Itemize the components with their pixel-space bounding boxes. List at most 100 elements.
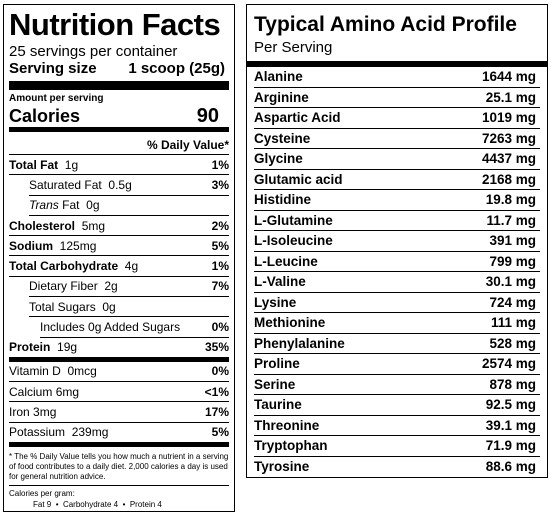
nutrient-row-dietary-fiber: Dietary Fiber 2g 7%: [29, 277, 229, 298]
nutrient-amount: 2g: [104, 279, 118, 294]
amino-acid-value: 25.1 mg: [485, 89, 536, 105]
cal-protein: Protein 4: [129, 499, 162, 509]
amino-acid-name: L-Valine: [254, 274, 306, 290]
nutrient-name: Sodium: [9, 238, 53, 253]
amino-acid-value: 92.5 mg: [485, 397, 536, 413]
amino-acid-value: 88.6 mg: [485, 459, 536, 475]
amino-acid-name: Phenylalanine: [254, 335, 345, 351]
amino-acid-value: 11.7 mg: [486, 212, 536, 228]
amino-acid-row: Tryptophan 71.9 mg: [254, 436, 540, 457]
amino-acid-name: Taurine: [254, 397, 302, 413]
nutrient-amount: Fat 0g: [62, 198, 100, 213]
nutrient-name: Vitamin D: [9, 364, 61, 379]
nutrient-name: Calcium: [9, 384, 53, 399]
nutrition-facts-panel: Nutrition Facts 25 servings per containe…: [3, 4, 235, 512]
amino-acid-value: 71.9 mg: [485, 438, 536, 454]
divider-medium: [9, 127, 229, 132]
nutrient-name: Total Sugars: [29, 299, 96, 314]
nutrition-title: Nutrition Facts: [9, 7, 221, 42]
amino-acid-name: Cysteine: [254, 130, 311, 146]
amino-acid-list: Alanine 1644 mg Arginine 25.1 mg Aspartic Ac…: [254, 67, 540, 477]
amino-acid-name: Arginine: [254, 89, 309, 105]
divider-thick: [247, 61, 547, 67]
nutrient-amount: 5mg: [81, 218, 106, 233]
nutrient-row-potassium: Potassium 239mg 5%: [9, 423, 229, 447]
nutrient-row-saturated-fat: Saturated Fat 0.5g 3%: [29, 175, 229, 196]
nutrient-row-cholesterol: Cholesterol 5mg 2%: [9, 216, 229, 237]
amino-acid-name: Proline: [254, 356, 300, 372]
amino-acid-row: Phenylalanine 528 mg: [254, 334, 540, 354]
nutrient-pct: 7%: [211, 279, 229, 294]
calories-label: Calories: [9, 106, 81, 126]
amino-acid-value: 724 mg: [489, 294, 536, 310]
nutrient-name: Cholesterol: [9, 218, 76, 233]
amino-acid-name: Threonine: [254, 417, 320, 433]
amino-acid-row: L-Isoleucine 391 mg: [254, 231, 540, 252]
nutrient-amount: 3mg: [33, 404, 57, 419]
nutrient-name: Saturated Fat: [29, 177, 102, 192]
nutrient-row-protein: Protein 19g 35%: [9, 338, 229, 362]
amino-acid-value: 7263 mg: [481, 130, 536, 146]
amino-acid-value: 799 mg: [489, 253, 536, 269]
amino-acid-row: Proline 2574 mg: [254, 354, 540, 375]
amino-acid-name: Glutamic acid: [254, 171, 343, 187]
calories-row: Calories 90: [9, 105, 229, 127]
serving-size-label: Serving size: [9, 60, 97, 77]
nutrient-amount: 125mg: [59, 238, 97, 253]
nutrient-pct: 5%: [211, 238, 229, 253]
amino-acid-name: Serine: [254, 376, 296, 392]
nutrient-name: Dietary Fiber: [29, 279, 98, 294]
nutrient-amount: 0.5g: [108, 177, 132, 192]
nutrient-row-vitamin-d: Vitamin D 0mcg 0%: [9, 362, 229, 382]
daily-value-header: % Daily Value*: [9, 136, 229, 155]
nutrient-name: Iron: [9, 404, 30, 419]
amino-acid-row: L-Valine 30.1 mg: [254, 272, 540, 293]
nutrient-row-total-fat: Total Fat 1g 1%: [9, 155, 229, 176]
calories-per-gram-label: Calories per gram:: [9, 488, 75, 498]
bullet-separator: •: [122, 499, 126, 509]
amino-acid-name: L-Glutamine: [254, 212, 333, 228]
amino-acid-value: 4437 mg: [481, 151, 536, 167]
amino-acid-row: Lysine 724 mg: [254, 293, 540, 313]
nutrient-row-calcium: Calcium 6mg <1%: [9, 382, 229, 403]
amino-acid-row: Serine 878 mg: [254, 375, 540, 395]
amino-acid-row: Taurine 92.5 mg: [254, 395, 540, 416]
amino-acid-name: L-Leucine: [254, 253, 318, 269]
cal-fat: Fat 9: [33, 499, 52, 509]
amino-acid-value: 1644 mg: [481, 69, 536, 85]
amino-acid-row: Aspartic Acid 1019 mg: [254, 108, 540, 129]
amino-acid-row: Tyrosine 88.6 mg: [254, 457, 540, 478]
amino-acid-name: Alanine: [254, 69, 303, 85]
nutrient-row-trans-fat: Trans Fat 0g: [29, 196, 229, 216]
nutrient-amount: 4g: [124, 259, 139, 274]
nutrient-amount: 0mcg: [67, 364, 97, 379]
amino-acid-row: L-Leucine 799 mg: [254, 252, 540, 272]
divider-thick: [9, 81, 229, 90]
amino-acid-row: Alanine 1644 mg: [254, 67, 540, 88]
nutrient-pct: 3%: [211, 177, 229, 192]
nutrient-name: Total Fat: [9, 157, 59, 172]
amino-subtitle: Per Serving: [254, 39, 333, 56]
nutrient-pct: 35%: [204, 340, 229, 355]
nutrient-pct: 5%: [211, 425, 229, 440]
amino-acid-value: 391 mg: [489, 233, 536, 249]
amino-acid-value: 2168 mg: [481, 171, 536, 187]
amino-acid-name: L-Isoleucine: [254, 233, 333, 249]
amino-acid-row: Cysteine 7263 mg: [254, 129, 540, 149]
amino-acid-row: Threonine 39.1 mg: [254, 416, 540, 436]
amino-acid-value: 111 mg: [490, 315, 536, 331]
amino-acid-value: 2574 mg: [481, 356, 536, 372]
amount-per-serving: Amount per serving: [9, 93, 104, 104]
servings-per-container: 25 servings per container: [9, 43, 178, 60]
nutrient-pct: 17%: [204, 404, 229, 419]
amino-acid-name: Lysine: [254, 294, 297, 310]
nutrient-row-total-sugars: Total Sugars 0g: [29, 297, 229, 318]
nutrient-pct: <1%: [204, 384, 229, 399]
nutrient-pct: 1%: [211, 157, 229, 172]
amino-acid-row: Arginine 25.1 mg: [254, 88, 540, 108]
amino-acid-name: Histidine: [254, 192, 312, 208]
amino-acid-row: Histidine 19.8 mg: [254, 190, 540, 211]
calories-value: 90: [196, 105, 219, 127]
amino-acid-value: 19.8 mg: [485, 192, 536, 208]
amino-acid-row: Glycine 4437 mg: [254, 149, 540, 170]
